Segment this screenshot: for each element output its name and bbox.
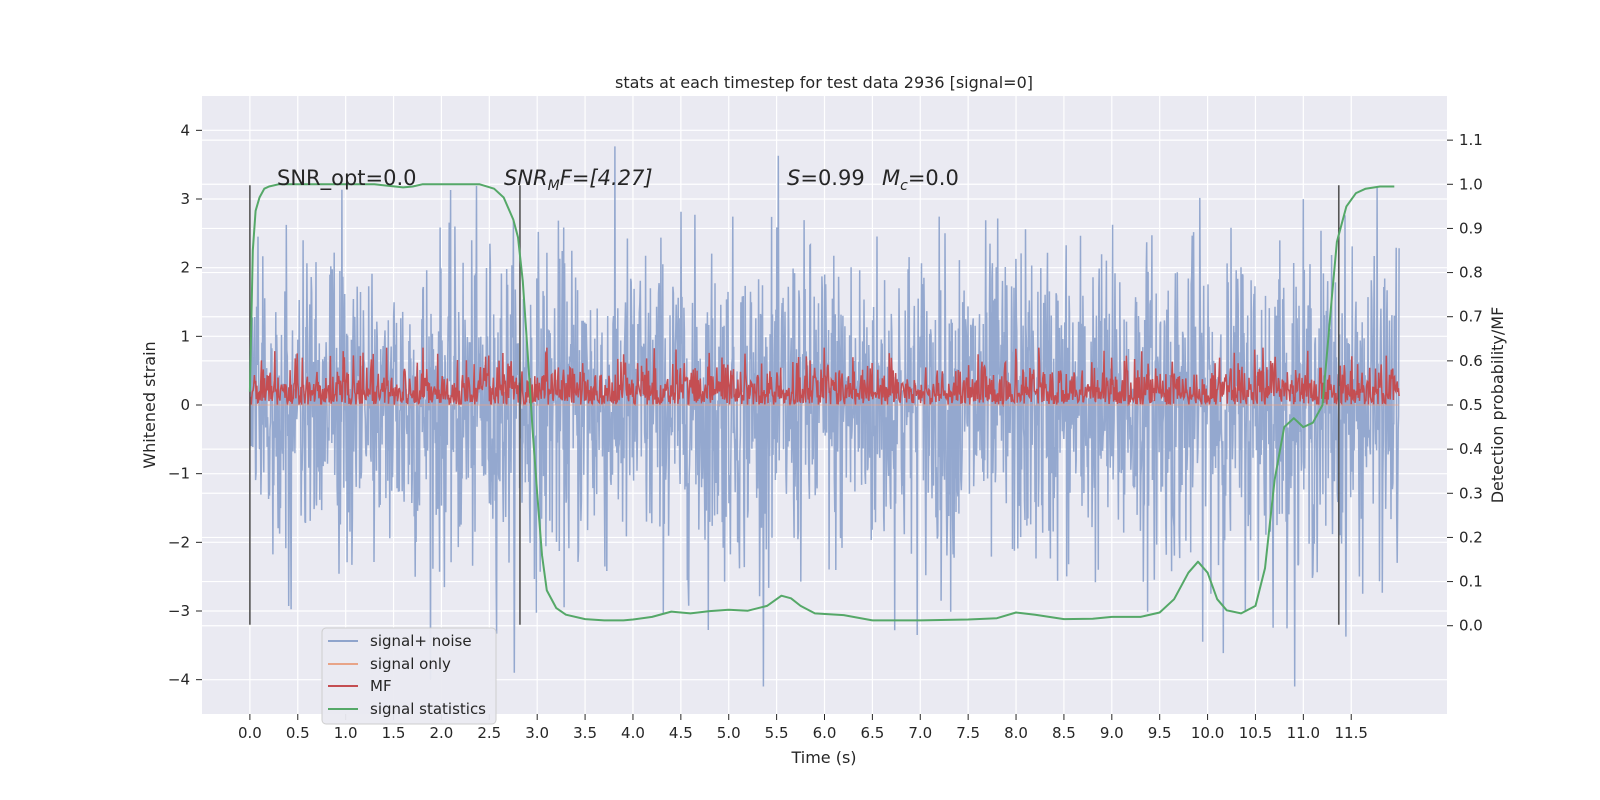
legend-label-mf: MF (370, 677, 392, 695)
series-signal-statistics (248, 183, 1395, 622)
ticks: 0.0 0.5 1.0 1.5 2.0 2.5 3.0 3.5 4.0 4.5 5.0 5.5 6.0 6… (168, 121, 1483, 742)
mc-name: M (882, 166, 900, 190)
x-tick-label: 8.0 (1004, 724, 1028, 742)
chart-title: stats at each timestep for test data 293… (615, 73, 1033, 92)
legend: signal+ noise signal only MF signal stat… (321, 627, 497, 725)
legend-box (321, 627, 497, 725)
y-left-tick-label: 3 (180, 190, 190, 208)
s-name: S (787, 166, 800, 190)
snr-mf-subscript: M (548, 178, 560, 194)
annotation-snr-opt: SNR_opt=0.0 (277, 166, 417, 191)
y-left-tick-label: 1 (180, 327, 190, 345)
x-tick-label: 4.0 (621, 724, 645, 742)
y-right-tick-label: 0.0 (1459, 617, 1483, 635)
x-tick-label: 6.0 (813, 724, 837, 742)
annotation-s: S=0.99 (787, 166, 865, 190)
y-right-tick-label: 1.0 (1459, 175, 1483, 193)
x-tick-label: 0.0 (238, 724, 262, 742)
x-tick-label: 5.5 (765, 724, 789, 742)
x-tick-label: 2.0 (429, 724, 453, 742)
x-tick-label: 5.0 (717, 724, 741, 742)
y-right-tick-label: 0.4 (1459, 440, 1483, 458)
legend-label-signal-only: signal only (370, 655, 451, 673)
y-right-tick-label: 0.7 (1459, 308, 1483, 326)
y-right-tick-label: 0.9 (1459, 219, 1483, 237)
y-right-tick-label: 0.8 (1459, 264, 1483, 282)
x-tick-label: 3.0 (525, 724, 549, 742)
snr-mf-value: F=[4.27] (560, 166, 653, 190)
y-right-tick-label: 0.1 (1459, 573, 1483, 591)
y-right-tick-label: 0.5 (1459, 396, 1483, 414)
y-left-tick-label: −4 (168, 671, 190, 689)
snr-mf-name: SNR (504, 166, 548, 190)
x-tick-label: 8.5 (1052, 724, 1076, 742)
y-left-tick-label: 0 (180, 396, 190, 414)
x-axis-label: Time (s) (790, 748, 856, 767)
series-signal-noise (249, 146, 1400, 687)
y-right-tick-label: 1.1 (1459, 131, 1483, 149)
y-left-tick-label: −3 (168, 602, 190, 620)
x-tick-label: 11.5 (1335, 724, 1368, 742)
mc-subscript: c (900, 178, 908, 194)
signal-noise-line (249, 146, 1400, 687)
x-tick-label: 1.5 (382, 724, 406, 742)
signal-statistics-line (248, 183, 1395, 622)
x-tick-label: 0.5 (286, 724, 310, 742)
series-mf (249, 347, 1400, 408)
y-left-tick-label: −2 (168, 533, 190, 551)
x-tick-label: 4.5 (669, 724, 693, 742)
x-tick-label: 10.5 (1239, 724, 1272, 742)
legend-label-signal-noise: signal+ noise (370, 632, 472, 650)
x-tick-label: 3.5 (573, 724, 597, 742)
x-tick-label: 7.5 (956, 724, 980, 742)
x-tick-label: 9.5 (1148, 724, 1172, 742)
x-tick-label: 7.0 (908, 724, 932, 742)
x-tick-label: 11.0 (1287, 724, 1320, 742)
y-right-tick-label: 0.6 (1459, 352, 1483, 370)
x-tick-label: 9.0 (1100, 724, 1124, 742)
y-left-tick-label: −1 (168, 465, 190, 483)
y-axis-label-left: Whitened strain (140, 341, 159, 468)
annotation-mc: Mc=0.0 (882, 166, 959, 194)
x-tick-label: 2.5 (477, 724, 501, 742)
annotation-snr-mf: SNRMF=[4.27] (504, 166, 653, 194)
mc-value: =0.0 (908, 166, 959, 190)
x-tick-label: 1.0 (334, 724, 358, 742)
mf-line (249, 347, 1400, 408)
y-right-tick-label: 0.3 (1459, 484, 1483, 502)
y-left-tick-label: 2 (180, 259, 190, 277)
legend-label-signal-statistics: signal statistics (370, 700, 486, 718)
x-tick-label: 6.5 (860, 724, 884, 742)
x-tick-label: 10.0 (1191, 724, 1224, 742)
s-value: =0.99 (800, 166, 864, 190)
y-right-tick-label: 0.2 (1459, 528, 1483, 546)
y-axis-label-right: Detection probability/MF (1488, 307, 1507, 504)
y-left-tick-label: 4 (180, 121, 190, 139)
